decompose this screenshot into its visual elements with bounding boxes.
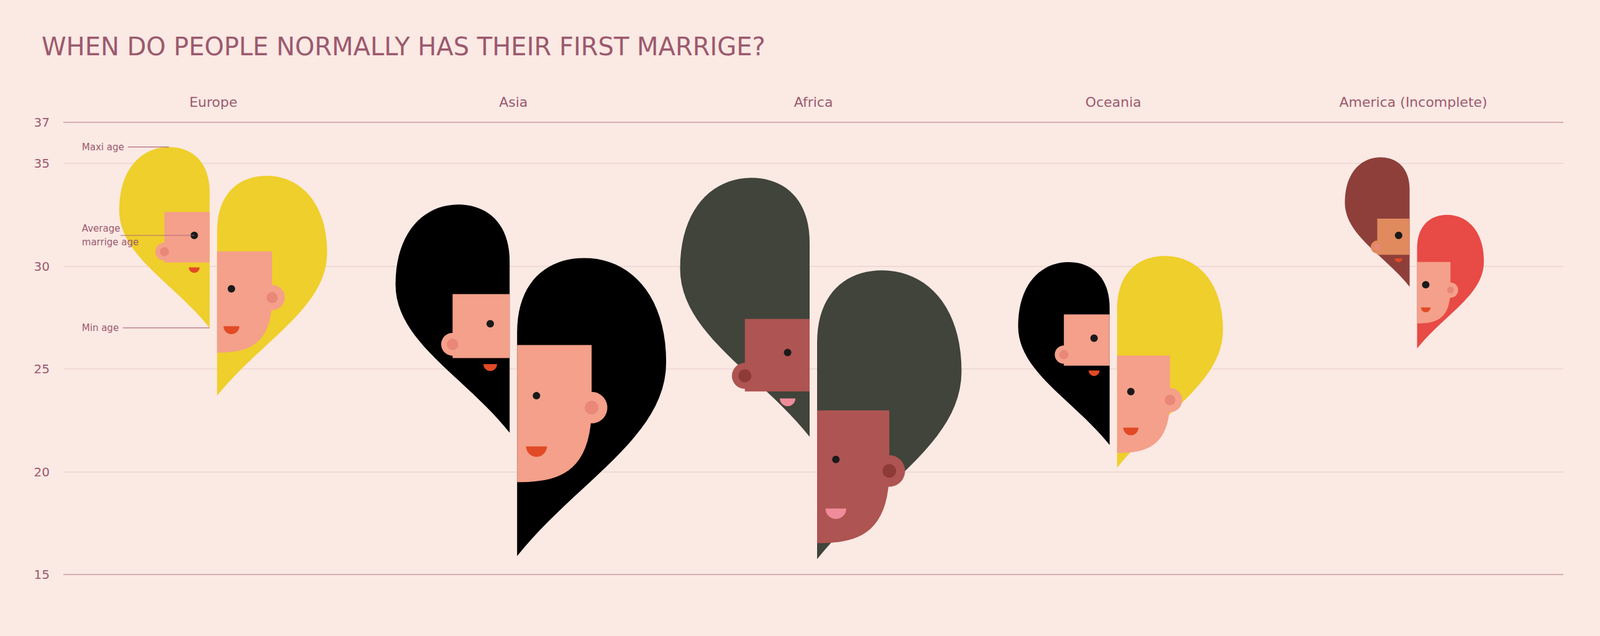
svg-text:WHEN DO PEOPLE NORMALLY HAS TH: WHEN DO PEOPLE NORMALLY HAS THEIR FIRST …: [41, 32, 766, 61]
svg-text:Average: Average: [82, 223, 121, 235]
svg-text:35: 35: [34, 155, 50, 171]
svg-text:25: 25: [34, 361, 50, 377]
svg-text:Min age: Min age: [82, 322, 119, 334]
svg-text:20: 20: [34, 464, 50, 480]
svg-text:Europe: Europe: [189, 94, 238, 110]
svg-text:marrige age: marrige age: [82, 236, 140, 248]
svg-text:37: 37: [34, 114, 50, 130]
svg-text:30: 30: [34, 259, 50, 275]
svg-text:Asia: Asia: [498, 94, 528, 110]
svg-text:15: 15: [34, 567, 50, 583]
svg-text:Oceania: Oceania: [1085, 94, 1142, 110]
svg-text:Africa: Africa: [794, 94, 834, 110]
svg-text:Maxi age: Maxi age: [82, 141, 125, 153]
svg-text:America (Incomplete): America (Incomplete): [1339, 94, 1488, 110]
